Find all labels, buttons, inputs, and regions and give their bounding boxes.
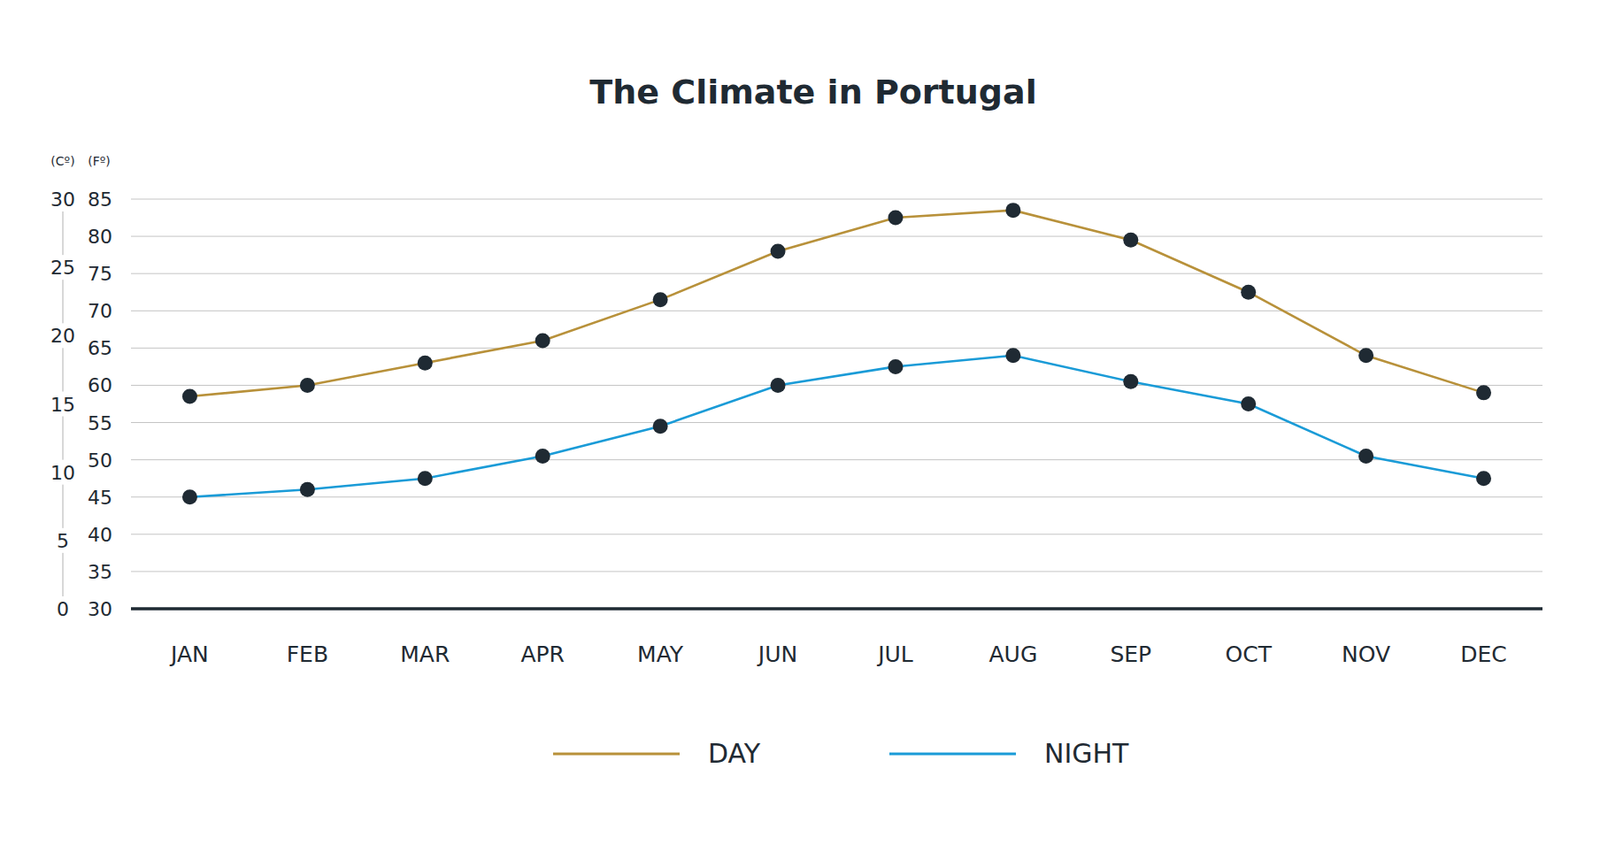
data-point (417, 470, 433, 486)
data-point (1123, 232, 1139, 248)
data-point (300, 482, 316, 498)
title: The Climate in Portugal (589, 72, 1037, 112)
chart-svg: The Climate in Portugal (Cº) (Fº) 30 35 40 45 5… (0, 0, 1600, 845)
x-tick-label: JUN (756, 641, 798, 668)
grid-line (130, 459, 1543, 461)
data-point (1358, 347, 1374, 363)
y2-tick-label: 25 (50, 256, 76, 279)
y-tick-label: 60 (87, 374, 113, 397)
data-point (653, 292, 669, 308)
data-point (300, 377, 316, 393)
grid-line (130, 347, 1543, 349)
x-tick-label: SEP (1109, 641, 1152, 668)
grid-line (130, 570, 1543, 572)
x-tick-label: NOV (1341, 641, 1391, 668)
grid-line (130, 236, 1543, 238)
data-point (887, 210, 903, 226)
y2-tick-bg (49, 460, 77, 485)
x-tick-label: OCT (1225, 641, 1273, 668)
y-tick-label: 85 (87, 188, 113, 211)
y2-axis-label: (Cº) (50, 153, 75, 169)
y2-tick-bg (49, 186, 77, 212)
y-tick-label: 30 (87, 598, 113, 621)
series-line (189, 355, 1484, 498)
y2-tick-label: 30 (50, 188, 76, 211)
legend-swatch (889, 753, 1016, 756)
legend-label: NIGHT (1044, 738, 1130, 770)
x-tick-label: MAY (637, 641, 685, 668)
legend-swatch (553, 753, 680, 756)
y-tick-label: 35 (87, 561, 113, 584)
data-point (182, 489, 198, 505)
y2-tick-label: 20 (50, 324, 76, 347)
grid-line (130, 199, 1543, 200)
y2-tick-bg (49, 254, 77, 280)
data-point (887, 359, 903, 375)
y-tick-label: 40 (87, 523, 113, 547)
y-tick-label: 45 (87, 486, 113, 509)
data-point (182, 389, 198, 405)
data-point (1476, 384, 1492, 400)
y-tick-label: 70 (87, 300, 113, 323)
data-point (653, 418, 669, 434)
legend-label: DAY (707, 738, 762, 770)
data-point (1240, 396, 1256, 412)
y2-tick-label: 0 (56, 598, 70, 621)
x-tick-label: FEB (286, 641, 329, 668)
y2-tick-label: 15 (50, 393, 76, 416)
data-point (1240, 284, 1256, 300)
data-point (1005, 202, 1021, 218)
x-tick-label: MAR (400, 641, 450, 668)
x-tick-label: AUG (988, 641, 1038, 668)
x-tick-label: JAN (169, 641, 209, 668)
y-axis-label: (Fº) (87, 153, 111, 169)
grid-line (130, 608, 1543, 610)
data-point (1005, 347, 1021, 363)
data-point (1123, 374, 1139, 390)
y2-tick-label: 10 (50, 461, 76, 485)
data-point (1358, 448, 1374, 464)
chart-container: The Climate in Portugal (Cº) (Fº) 30 35 40 45 5… (0, 0, 1600, 845)
y2-tick-bg (49, 392, 77, 417)
x-axis-line (130, 607, 1543, 611)
y-tick-label: 80 (87, 225, 113, 248)
data-point (770, 243, 786, 259)
series-line (189, 210, 1484, 397)
data-point (535, 448, 551, 464)
x-tick-label: DEC (1460, 641, 1508, 668)
data-point (535, 332, 551, 348)
x-tick-label: JUL (876, 641, 914, 668)
y2-tick-bg (49, 528, 77, 554)
y-tick-label: 50 (87, 449, 113, 472)
data-point (417, 355, 433, 371)
x-tick-label: APR (520, 641, 565, 668)
y2-tick-bg (49, 596, 77, 622)
grid-line (130, 496, 1543, 498)
grid-line (130, 384, 1543, 386)
grid-line (130, 310, 1543, 312)
grid-line (130, 422, 1543, 424)
data-point (770, 377, 786, 393)
y-tick-label: 75 (87, 262, 113, 285)
y2-tick-bg (49, 323, 77, 348)
grid-line (130, 533, 1543, 535)
y-tick-label: 65 (87, 337, 113, 360)
y-tick-label: 55 (87, 412, 113, 435)
plot-area (182, 202, 1492, 505)
y2-tick-label: 5 (56, 530, 70, 553)
grid-line (130, 273, 1543, 275)
data-point (1476, 470, 1492, 486)
